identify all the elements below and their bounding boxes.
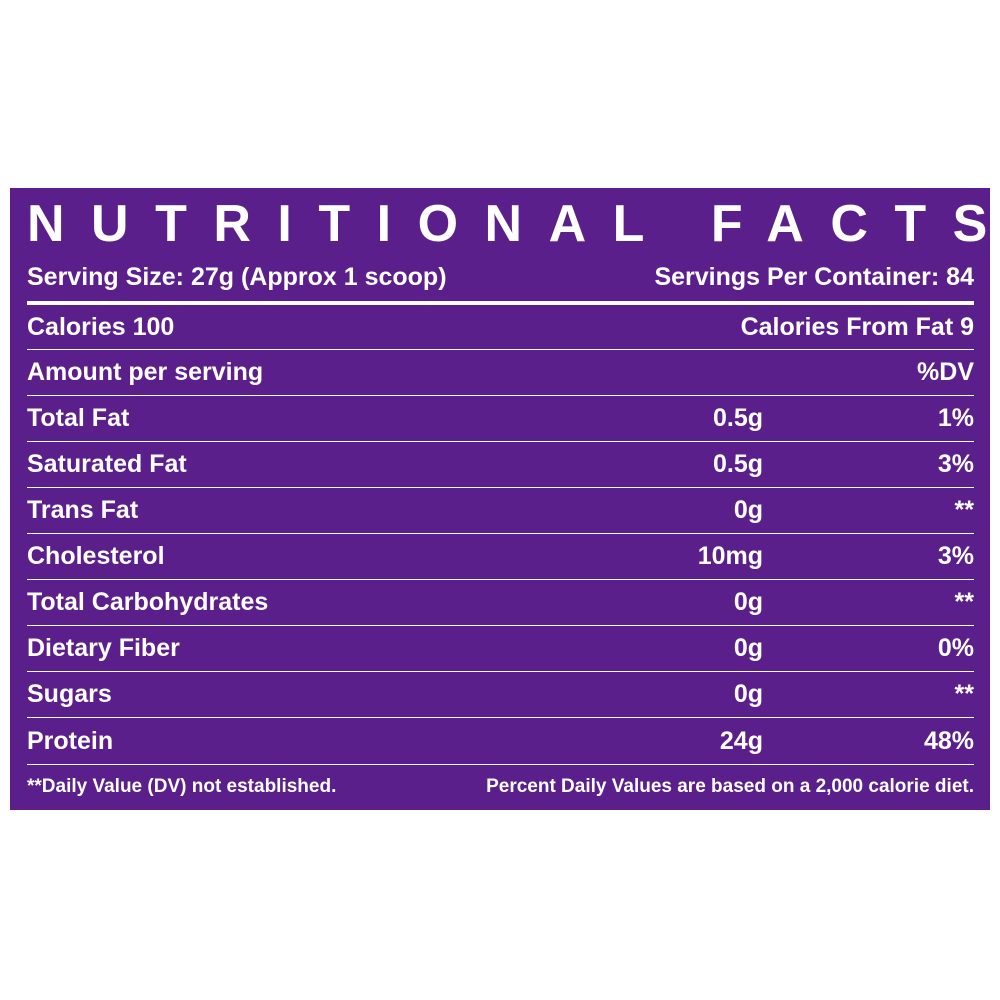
nutrient-name: Cholesterol <box>27 542 165 570</box>
footnote-left: **Daily Value (DV) not established. <box>27 776 337 797</box>
dv-header: %DV <box>917 358 974 386</box>
nutrient-row: Cholesterol 10mg 3% <box>27 534 974 580</box>
nutrient-dv: ** <box>954 680 974 708</box>
nutrient-dv: 1% <box>937 404 974 432</box>
nutrient-amount: 0.5g <box>712 404 763 432</box>
nutrient-dv: 3% <box>937 450 974 478</box>
nutrient-row: Saturated Fat 0.5g 3% <box>27 442 974 488</box>
nutrient-dv: 0% <box>937 634 974 662</box>
serving-line: Serving Size: 27g (Approx 1 scoop) Servi… <box>27 254 974 305</box>
nutrient-dv: 48% <box>923 726 974 755</box>
servings-per-container: Servings Per Container: 84 <box>654 263 974 291</box>
nutrient-dv: ** <box>954 496 974 524</box>
nutrient-amount: 10mg <box>697 542 763 570</box>
nutrient-row: Total Fat 0.5g 1% <box>27 396 974 442</box>
title: NUTRITIONAL FACTS <box>27 195 1000 253</box>
nutrient-dv: 3% <box>937 542 974 570</box>
footnotes: **Daily Value (DV) not established. Perc… <box>27 765 974 809</box>
nutrient-row: Total Carbohydrates 0g ** <box>27 580 974 626</box>
nutrient-row: Protein 24g 48% <box>27 718 974 765</box>
nutrient-row: Dietary Fiber 0g 0% <box>27 626 974 672</box>
nutrient-name: Total Carbohydrates <box>27 588 269 616</box>
calories-from-fat: Calories From Fat 9 <box>740 312 974 341</box>
nutrient-name: Total Fat <box>27 404 130 432</box>
nutrient-amount: 0.5g <box>712 450 763 478</box>
nutrient-dv: ** <box>954 588 974 616</box>
header-line: Amount per serving %DV <box>27 350 974 396</box>
nutrient-rows: Total Fat 0.5g 1% Saturated Fat 0.5g 3% Trans … <box>27 396 974 765</box>
nutrient-row: Sugars 0g ** <box>27 672 974 718</box>
amount-header: Amount per serving <box>27 358 264 386</box>
calories: Calories 100 <box>27 312 175 341</box>
nutrient-name: Protein <box>27 726 114 755</box>
nutrient-name: Dietary Fiber <box>27 634 180 662</box>
nutrient-name: Sugars <box>27 680 112 708</box>
serving-size: Serving Size: 27g (Approx 1 scoop) <box>27 263 447 291</box>
nutrient-amount: 0g <box>733 680 763 708</box>
nutrient-amount: 0g <box>733 634 763 662</box>
nutrient-amount: 0g <box>733 588 763 616</box>
nutrient-amount: 24g <box>719 726 763 755</box>
nutrient-amount: 0g <box>733 496 763 524</box>
footnote-right: Percent Daily Values are based on a 2,00… <box>486 776 974 797</box>
calories-line: Calories 100 Calories From Fat 9 <box>27 305 974 350</box>
nutrient-name: Trans Fat <box>27 496 139 524</box>
nutrient-name: Saturated Fat <box>27 450 187 478</box>
nutrient-row: Trans Fat 0g ** <box>27 488 974 534</box>
nutrition-label: NUTRITIONAL FACTS Serving Size: 27g (App… <box>10 188 990 810</box>
